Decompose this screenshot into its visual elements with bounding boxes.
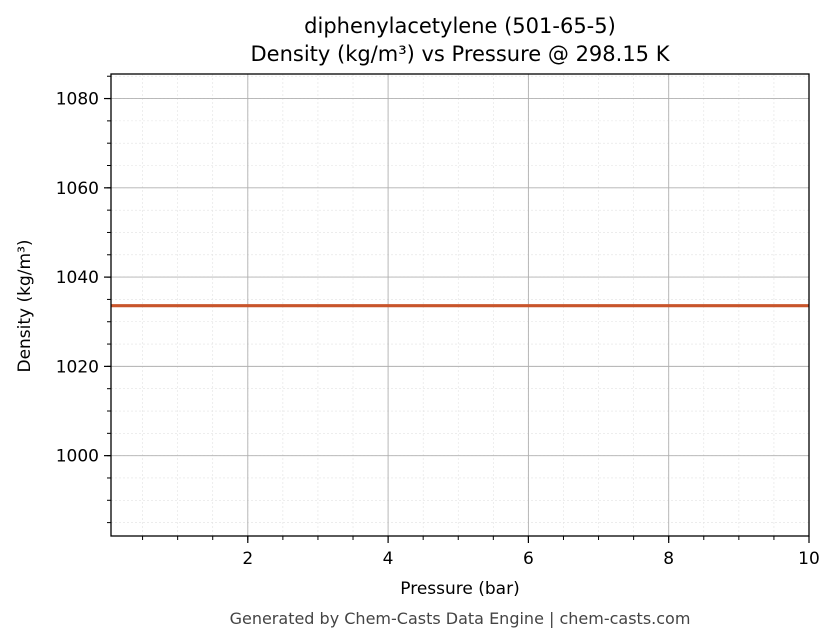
chart-title-line2: Density (kg/m³) vs Pressure @ 298.15 K	[250, 42, 670, 66]
y-tick-label: 1000	[56, 447, 99, 467]
y-tick-label: 1040	[56, 268, 99, 288]
x-tick-label: 6	[523, 549, 534, 569]
x-tick-label: 8	[663, 549, 674, 569]
y-tick-label: 1060	[56, 179, 99, 199]
footer-credit: Generated by Chem-Casts Data Engine | ch…	[230, 609, 691, 628]
x-tick-label: 10	[798, 549, 820, 569]
ticks-layer: 2 4 6 8 10 1000 1020 1040 1060 1080	[56, 75, 820, 569]
plot-frame	[110, 73, 810, 537]
x-axis-label: Pressure (bar)	[400, 579, 519, 599]
x-tick-label: 4	[383, 549, 394, 569]
y-tick-label: 1080	[56, 90, 99, 110]
chart-title-line1: diphenylacetylene (501-65-5)	[304, 14, 616, 38]
x-tick-label: 2	[242, 549, 253, 569]
y-axis-label: Density (kg/m³)	[15, 239, 35, 372]
y-tick-label: 1020	[56, 357, 99, 377]
